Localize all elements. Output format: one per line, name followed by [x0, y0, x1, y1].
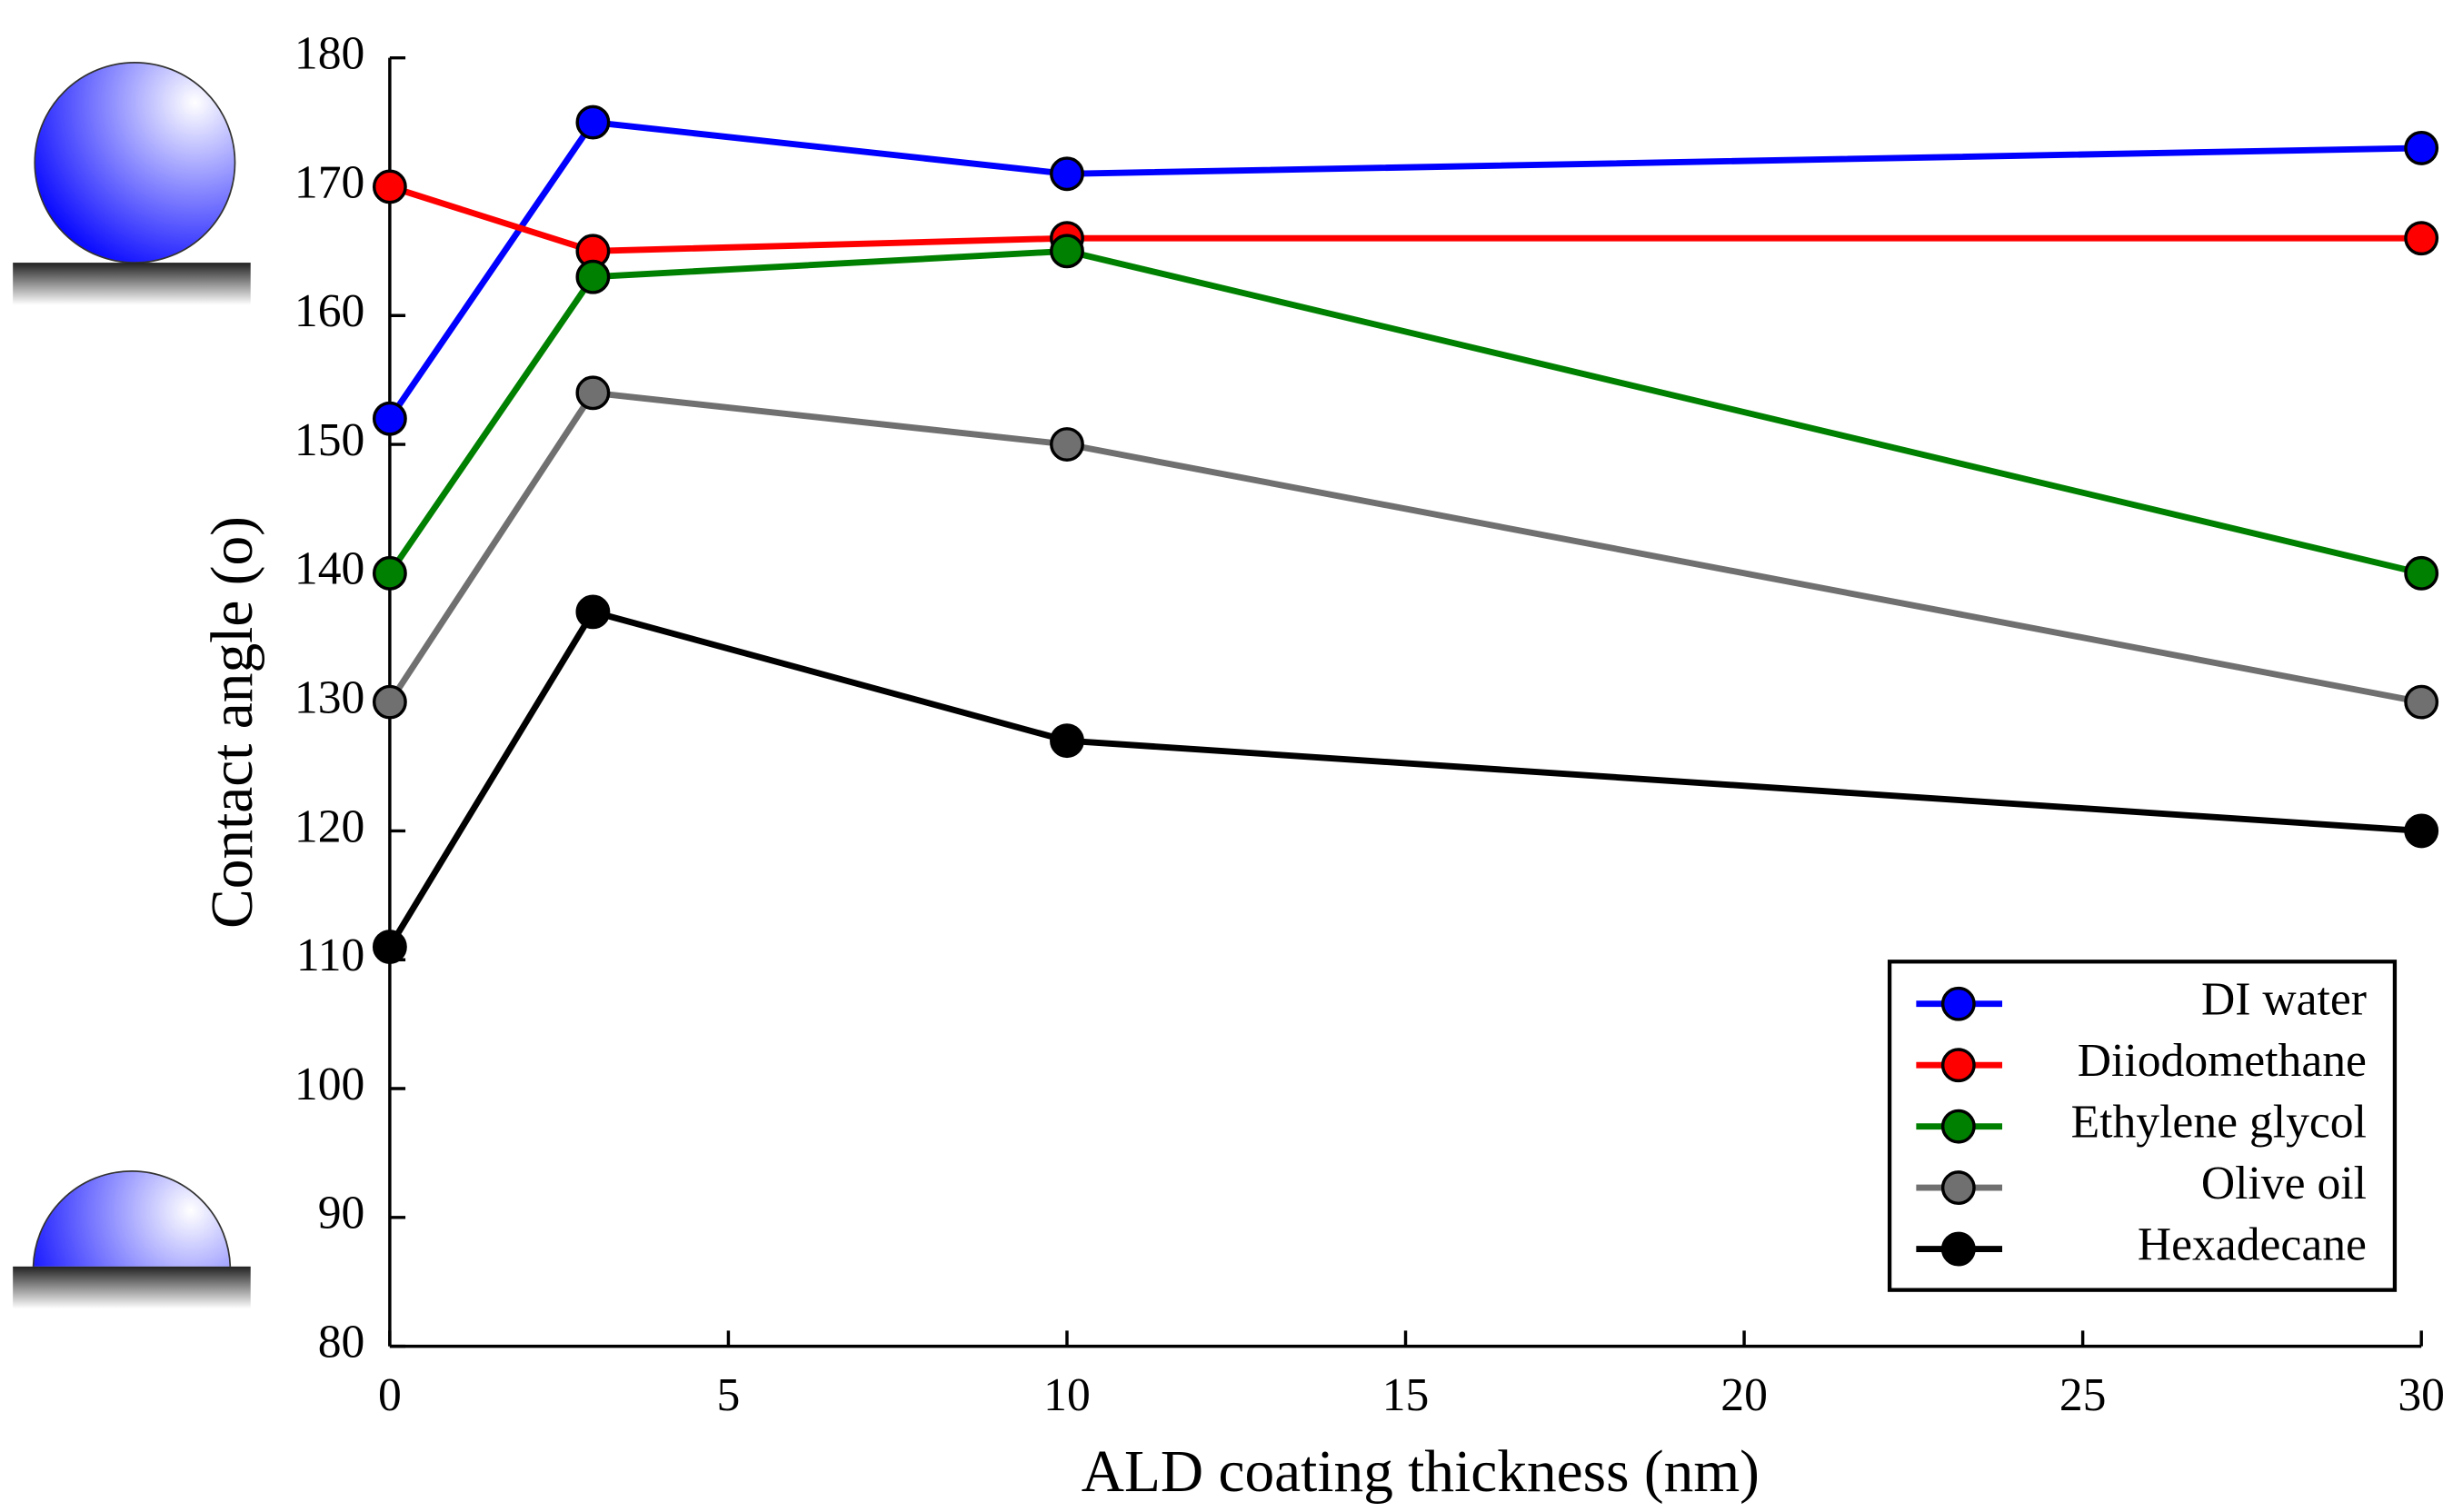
- y-tick-label: 130: [294, 671, 364, 723]
- y-tick-label: 140: [294, 543, 364, 595]
- y-tick-label: 120: [294, 801, 364, 852]
- legend-marker: [1940, 1048, 1976, 1083]
- data-point: [2404, 813, 2439, 849]
- x-axis-title: ALD coating thickness (nm): [1082, 1439, 1760, 1505]
- x-tick-label: 0: [378, 1369, 402, 1421]
- series-line: [387, 119, 2422, 421]
- data-point: [372, 401, 407, 436]
- legend-marker: [1940, 1109, 1976, 1144]
- droplet-icon-flat: [13, 1170, 251, 1309]
- data-point: [2404, 221, 2439, 256]
- y-axis-title: Contact angle (o): [200, 516, 265, 929]
- y-tick-label: 90: [318, 1188, 365, 1239]
- legend-label: Olive oil: [2201, 1158, 2367, 1209]
- series-line: [387, 247, 2422, 577]
- data-point: [2404, 130, 2439, 165]
- data-point: [1050, 234, 1084, 269]
- legend-marker: [1940, 986, 1976, 1021]
- data-point: [2404, 555, 2439, 591]
- x-tick-label: 20: [1720, 1369, 1768, 1421]
- data-point: [372, 555, 407, 591]
- droplet-icon-spherical: [13, 61, 251, 305]
- x-tick-label: 15: [1382, 1369, 1430, 1421]
- data-point: [575, 594, 611, 630]
- y-tick-label: 160: [294, 285, 364, 337]
- data-point: [1050, 156, 1084, 192]
- data-point: [575, 104, 611, 140]
- series-line: [387, 389, 2422, 706]
- series-line: [388, 184, 2422, 254]
- legend-label: Ethylene glycol: [2071, 1096, 2367, 1148]
- data-point: [1050, 427, 1084, 462]
- y-tick-label: 170: [294, 156, 364, 208]
- legend-label: DI water: [2201, 974, 2367, 1026]
- legend-label: Hexadecane: [2138, 1219, 2367, 1270]
- legend-label: Diiodomethane: [2078, 1035, 2367, 1087]
- data-point: [1050, 723, 1084, 759]
- x-tick-label: 5: [717, 1369, 741, 1421]
- data-point: [372, 684, 407, 720]
- x-tick-label: 10: [1043, 1369, 1091, 1421]
- series-line: [386, 608, 2422, 949]
- legend: DI water Diiodomethane Ethylene glycol Oliv…: [1887, 960, 2398, 1292]
- x-tick-label: 30: [2398, 1369, 2445, 1421]
- data-point: [372, 930, 407, 964]
- data-point: [372, 169, 407, 204]
- y-tick-label: 110: [296, 930, 365, 981]
- data-point: [2404, 684, 2439, 720]
- y-tick-label: 180: [294, 28, 364, 80]
- data-point: [575, 375, 611, 411]
- legend-marker: [1940, 1231, 1976, 1267]
- x-tick-label: 25: [2059, 1369, 2107, 1421]
- data-point: [575, 259, 611, 294]
- y-tick-label: 80: [318, 1316, 365, 1368]
- y-tick-label: 150: [294, 414, 364, 466]
- legend-marker: [1940, 1170, 1976, 1206]
- y-tick-label: 100: [294, 1059, 364, 1110]
